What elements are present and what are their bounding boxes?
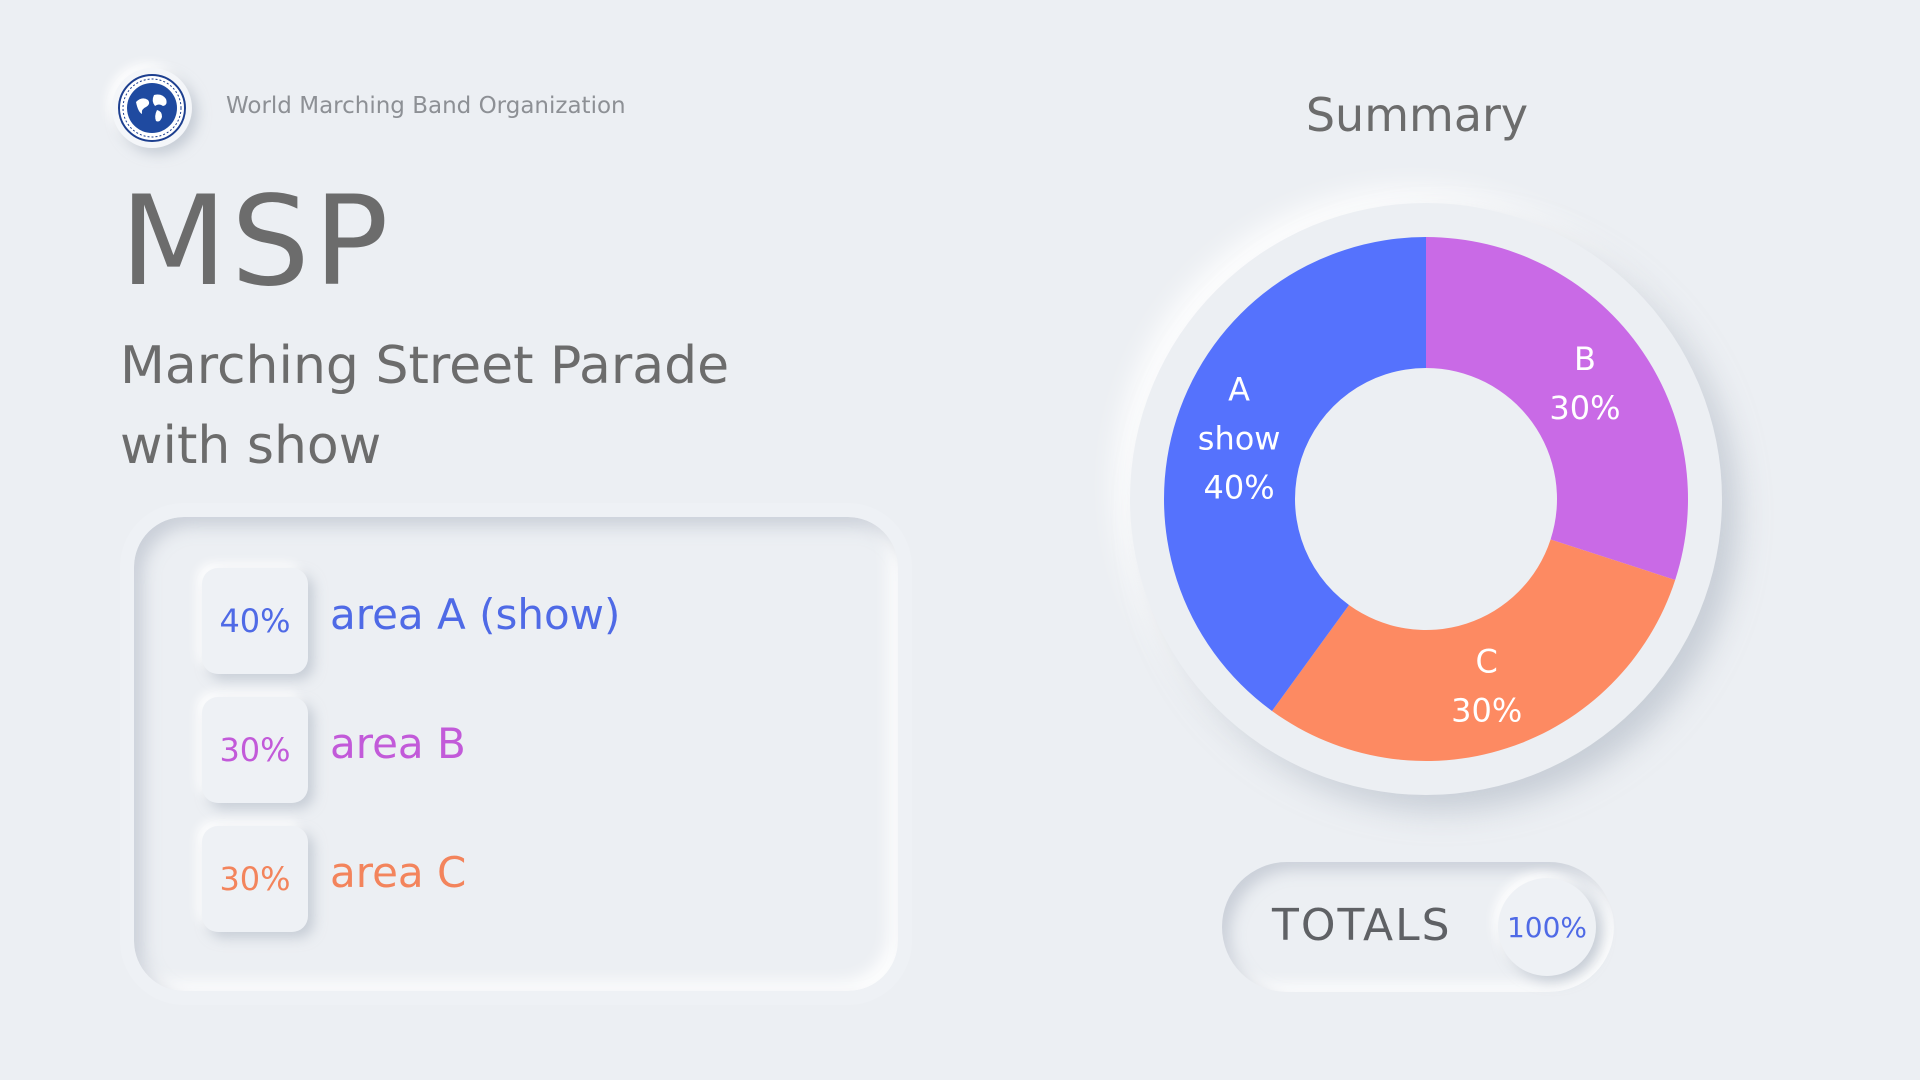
legend-item-c: 30% area C xyxy=(202,826,842,932)
globe-seal-icon xyxy=(118,74,186,142)
summary-title: Summary xyxy=(1305,88,1529,142)
slice-label: C xyxy=(1476,642,1498,680)
slice-label: show xyxy=(1198,419,1281,457)
legend-item-b: 30% area B xyxy=(202,697,842,803)
slice-label: A xyxy=(1228,370,1250,408)
organization-logo xyxy=(112,68,192,148)
slice-c xyxy=(1272,539,1676,761)
legend-label: area A (show) xyxy=(330,590,621,639)
event-abbreviation: MSP xyxy=(120,170,393,314)
slice-b xyxy=(1426,237,1688,580)
legend-percent-badge: 40% xyxy=(202,568,308,674)
organization-name: World Marching Band Organization xyxy=(226,93,626,119)
slice-a xyxy=(1164,237,1426,711)
event-title-line-2: with show xyxy=(120,416,382,476)
totals-label: TOTALS xyxy=(1272,900,1452,951)
legend-item-a: 40% area A (show) xyxy=(202,568,842,674)
event-title-line-1: Marching Street Parade xyxy=(120,336,730,396)
legend-label: area B xyxy=(330,719,466,768)
legend-percent-badge: 30% xyxy=(202,697,308,803)
slice-label: 40% xyxy=(1204,468,1275,506)
totals-value: 100% xyxy=(1498,878,1596,976)
slice-label: 30% xyxy=(1451,691,1522,729)
slice-label: 30% xyxy=(1549,389,1620,427)
totals-panel: TOTALS 100% xyxy=(1222,862,1614,992)
legend-percent-badge: 30% xyxy=(202,826,308,932)
slice-label: B xyxy=(1574,340,1596,378)
legend-label: area C xyxy=(330,848,467,897)
